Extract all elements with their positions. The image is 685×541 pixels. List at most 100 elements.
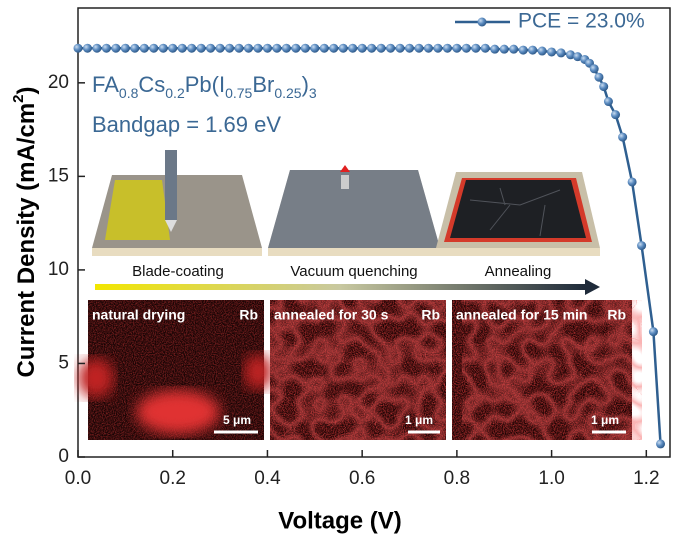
data-point	[215, 43, 225, 53]
formula-part: Pb(I	[185, 72, 225, 97]
data-point	[395, 43, 405, 53]
scale-bar-label: 5 μm	[223, 413, 251, 427]
data-point	[262, 43, 272, 53]
data-point	[281, 43, 291, 53]
x-tick-label: 1.2	[633, 468, 659, 489]
data-point	[603, 97, 613, 107]
x-axis-title: Voltage (V)	[278, 507, 402, 534]
data-point	[648, 327, 658, 337]
data-point	[414, 43, 424, 53]
plot-frame	[77, 7, 671, 458]
map-label: annealed for 30 s	[274, 307, 389, 323]
formula-part: )	[302, 72, 309, 97]
data-point	[405, 43, 415, 53]
data-point	[442, 43, 452, 53]
data-point	[101, 43, 111, 53]
formula-sub: 0.8	[119, 85, 139, 101]
data-point	[589, 64, 599, 74]
data-point	[357, 43, 367, 53]
data-point	[528, 45, 538, 55]
x-tick-label: 0.0	[65, 468, 91, 489]
y-axis-title: Current Density (mA/cm2)	[10, 86, 40, 377]
x-tick-label: 0.8	[444, 468, 470, 489]
y-axis-title-part: Current Density (mA/cm	[13, 103, 40, 378]
data-point	[599, 82, 609, 92]
data-point	[206, 43, 216, 53]
formula-sub: 0.2	[165, 85, 185, 101]
legend-marker	[477, 17, 487, 27]
data-point	[73, 43, 83, 53]
process-arrow-head	[585, 279, 600, 295]
data-point	[556, 48, 566, 58]
y-tick-label: 0	[58, 446, 69, 467]
formula-sub: 0.25	[274, 85, 301, 101]
bandgap: Bandgap = 1.69 eV	[92, 112, 281, 137]
scale-bar-label: 1 μm	[405, 413, 433, 427]
data-point	[187, 43, 197, 53]
formula-part: FA	[92, 72, 119, 97]
map-element: Rb	[421, 307, 440, 323]
data-point	[149, 43, 159, 53]
map-label: natural drying	[92, 307, 185, 323]
map-element: Rb	[607, 307, 626, 323]
data-point	[618, 132, 628, 142]
formula-part: Cs	[138, 72, 165, 97]
data-point	[139, 43, 149, 53]
data-point	[518, 45, 528, 55]
data-point	[471, 43, 481, 53]
formula-part: Br	[252, 72, 274, 97]
data-point	[120, 43, 130, 53]
y-tick-label: 10	[48, 259, 69, 280]
data-point	[168, 43, 178, 53]
data-point	[253, 43, 263, 53]
data-point	[627, 177, 637, 187]
data-point	[225, 43, 235, 53]
data-point	[272, 43, 282, 53]
y-axis-title-sup: 2	[10, 94, 27, 102]
data-point	[243, 43, 253, 53]
step-label: Blade-coating	[132, 263, 224, 280]
data-point	[386, 43, 396, 53]
data-point	[461, 43, 471, 53]
y-tick-label: 20	[48, 72, 69, 93]
data-point	[196, 43, 206, 53]
formula-sub: 3	[309, 85, 317, 101]
formula: FA0.8Cs0.2Pb(I0.75Br0.25)3	[92, 72, 317, 101]
step-label: Vacuum quenching	[290, 263, 417, 280]
data-point	[291, 43, 301, 53]
data-point	[111, 43, 121, 53]
x-tick-label: 1.0	[538, 468, 564, 489]
legend-label: PCE = 23.0%	[518, 10, 645, 33]
data-point	[234, 43, 244, 53]
data-point	[499, 44, 509, 54]
x-tick-label: 0.6	[349, 468, 375, 489]
data-point	[348, 43, 358, 53]
data-point	[656, 439, 666, 449]
schematic	[92, 150, 600, 256]
data-point	[158, 43, 168, 53]
y-tick-label: 5	[58, 352, 69, 373]
step-label: Annealing	[485, 263, 552, 280]
data-point	[319, 43, 329, 53]
data-point	[423, 43, 433, 53]
data-point	[300, 43, 310, 53]
y-tick-label: 15	[48, 165, 69, 186]
data-point	[376, 43, 386, 53]
y-axis-title-part: )	[13, 86, 40, 94]
data-point	[452, 43, 462, 53]
data-point	[547, 47, 557, 57]
data-point	[594, 72, 604, 82]
data-point	[310, 43, 320, 53]
eds-maps	[78, 300, 642, 440]
data-point	[130, 43, 140, 53]
data-point	[573, 52, 583, 62]
x-tick-label: 0.4	[254, 468, 281, 489]
data-point	[367, 43, 377, 53]
map-element: Rb	[239, 307, 258, 323]
data-point	[611, 110, 621, 120]
process-arrow	[95, 284, 585, 290]
scale-bar-label: 1 μm	[591, 413, 619, 427]
data-point	[509, 44, 519, 54]
